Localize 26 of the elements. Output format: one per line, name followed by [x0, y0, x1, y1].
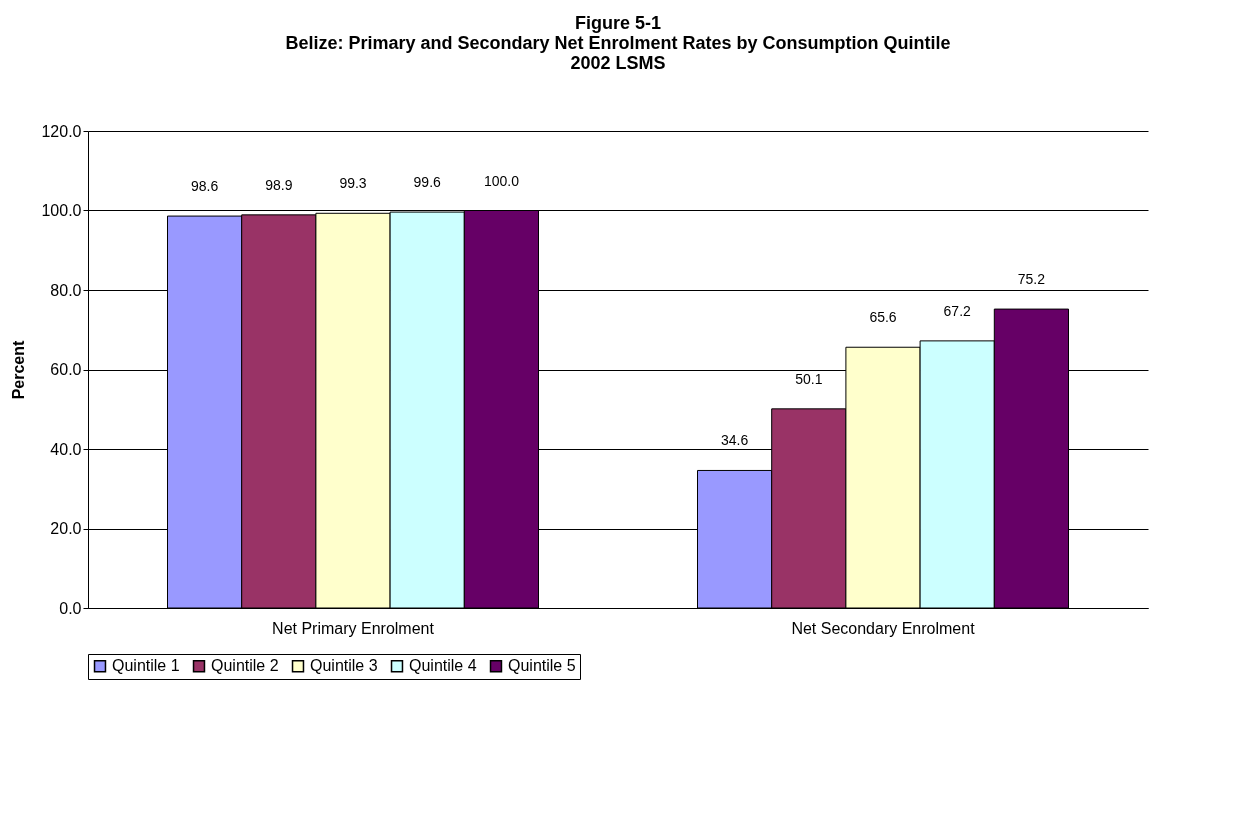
y-tick-label: 40.0: [50, 440, 82, 458]
data-label: 65.6: [869, 309, 897, 326]
legend-label: Quintile 5: [508, 657, 576, 675]
data-label: 50.1: [795, 370, 823, 387]
legend-label: Quintile 4: [409, 657, 477, 675]
y-tick-label: 20.0: [50, 520, 82, 537]
legend-label: Quintile 2: [211, 657, 279, 675]
data-label: 100.0: [483, 172, 520, 189]
data-label: 98.6: [190, 178, 219, 195]
chart-title: Figure 5-1 Belize: Primary and Secondary Net Enrolment Rates by Consumption Quintile 2002 LSMS: [285, 13, 951, 73]
data-label: 67.2: [943, 302, 972, 319]
y-axis-title: Percent: [10, 339, 28, 400]
y-tick-label: 100.0: [41, 202, 82, 219]
x-tick-label: Net Secondary Enrolment: [791, 619, 976, 637]
x-tick-label: Net Primary Enrolment: [272, 619, 435, 637]
data-label: 75.2: [1017, 271, 1046, 288]
y-tick-label: 80.0: [50, 281, 82, 299]
y-tick-label: 60.0: [50, 361, 82, 378]
data-label: 99.6: [413, 174, 442, 191]
y-tick-label: 120.0: [41, 122, 82, 140]
data-label: 99.3: [339, 175, 367, 192]
data-label: 98.9: [265, 176, 293, 193]
legend-label: Quintile 3: [310, 657, 378, 675]
y-tick-label: 0.0: [59, 599, 82, 617]
data-label: 34.6: [720, 432, 749, 449]
legend-label: Quintile 1: [112, 657, 180, 675]
